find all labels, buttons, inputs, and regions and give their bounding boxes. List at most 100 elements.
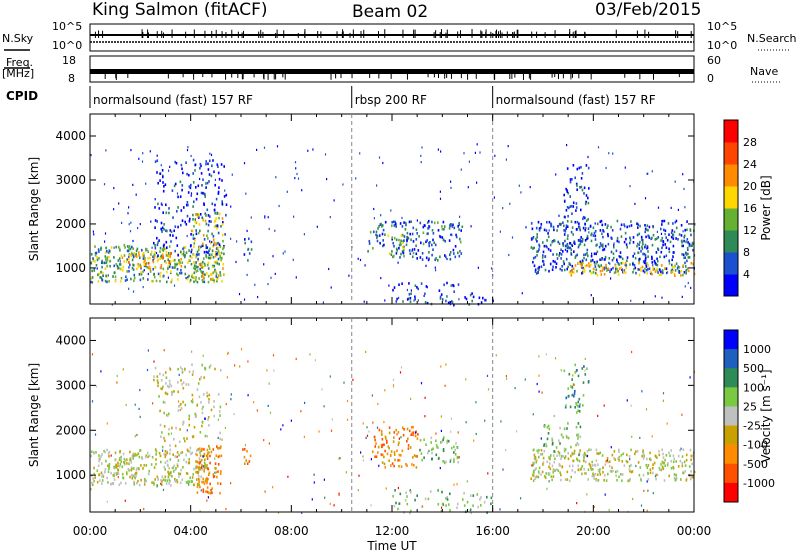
data-pixel: [567, 387, 569, 390]
data-pixel: [214, 251, 217, 255]
data-pixel: [163, 223, 165, 226]
noise-pixel: [273, 369, 275, 372]
data-pixel: [633, 252, 636, 255]
noise-pixel: [307, 149, 309, 152]
data-pixel: [193, 242, 196, 245]
data-pixel: [535, 237, 537, 241]
data-pixel: [368, 242, 371, 245]
data-pixel: [385, 437, 387, 440]
data-pixel: [580, 185, 583, 189]
data-pixel: [190, 229, 193, 233]
data-pixel: [106, 448, 108, 452]
noise-pixel: [531, 464, 533, 467]
noise-pixel: [322, 301, 324, 304]
data-pixel: [203, 250, 206, 254]
data-pixel: [177, 381, 179, 384]
data-pixel: [690, 475, 693, 478]
data-pixel: [406, 495, 408, 498]
data-pixel: [395, 238, 398, 242]
noise-pixel: [346, 418, 349, 421]
noise-pixel: [465, 378, 467, 381]
noise-pixel: [162, 449, 164, 452]
noise-pixel: [138, 407, 140, 410]
noise-pixel: [594, 222, 596, 225]
data-pixel: [213, 400, 215, 403]
data-pixel: [176, 463, 179, 466]
data-pixel: [618, 448, 620, 452]
data-pixel: [593, 261, 596, 264]
data-pixel: [218, 454, 221, 458]
data-pixel: [219, 271, 221, 274]
data-pixel: [554, 469, 556, 472]
data-pixel: [429, 241, 431, 244]
noise-pixel: [435, 269, 437, 272]
data-pixel: [217, 257, 220, 261]
data-pixel: [546, 239, 548, 242]
data-pixel: [680, 234, 683, 237]
data-pixel: [94, 260, 96, 263]
data-pixel: [108, 255, 110, 259]
noise-pixel: [247, 248, 249, 251]
data-pixel: [454, 453, 457, 456]
data-pixel: [560, 253, 563, 256]
data-pixel: [602, 245, 604, 248]
data-pixel: [567, 395, 570, 398]
data-pixel: [151, 481, 153, 484]
data-pixel: [123, 254, 126, 257]
data-pixel: [211, 253, 213, 256]
data-pixel: [611, 229, 614, 232]
noise-pixel: [511, 236, 514, 239]
noise-pixel: [139, 415, 141, 418]
noise-pixel: [420, 382, 423, 385]
data-pixel: [532, 479, 535, 482]
data-pixel: [115, 471, 118, 475]
data-pixel: [169, 444, 171, 447]
data-pixel: [221, 217, 224, 220]
noise-pixel: [338, 493, 340, 497]
data-pixel: [658, 468, 661, 472]
data-pixel: [599, 473, 602, 476]
data-pixel: [452, 283, 454, 287]
data-pixel: [394, 458, 396, 462]
data-pixel: [583, 456, 585, 459]
data-pixel: [398, 238, 400, 242]
data-pixel: [437, 229, 440, 232]
data-pixel: [535, 272, 538, 275]
data-pixel: [144, 259, 146, 263]
data-pixel: [162, 254, 164, 258]
data-pixel: [478, 296, 481, 300]
data-pixel: [691, 241, 694, 245]
noise-pixel: [186, 234, 188, 238]
data-pixel: [647, 250, 649, 253]
data-pixel: [540, 223, 543, 226]
data-pixel: [376, 239, 379, 243]
noise-pixel: [392, 384, 395, 387]
data-pixel: [113, 466, 115, 470]
data-pixel: [668, 233, 670, 236]
data-pixel: [195, 221, 198, 225]
data-pixel: [556, 253, 558, 256]
data-pixel: [128, 462, 130, 466]
noise-pixel: [253, 401, 255, 404]
data-pixel: [539, 453, 542, 456]
data-pixel: [177, 390, 179, 394]
noise-pixel: [227, 351, 229, 354]
data-pixel: [592, 226, 595, 230]
data-pixel: [419, 439, 422, 442]
colorbar-tick-label: 12: [743, 224, 757, 237]
data-pixel: [115, 465, 118, 469]
data-pixel: [620, 473, 622, 476]
data-pixel: [383, 462, 386, 466]
data-pixel: [455, 235, 458, 239]
data-pixel: [692, 262, 695, 266]
data-pixel: [115, 458, 117, 461]
data-pixel: [206, 490, 209, 494]
data-pixel: [592, 271, 595, 274]
data-pixel: [207, 416, 210, 419]
data-pixel: [575, 206, 578, 209]
noise-pixel: [690, 286, 692, 289]
data-pixel: [206, 457, 209, 460]
data-pixel: [668, 451, 670, 455]
noise-pixel: [634, 202, 636, 205]
